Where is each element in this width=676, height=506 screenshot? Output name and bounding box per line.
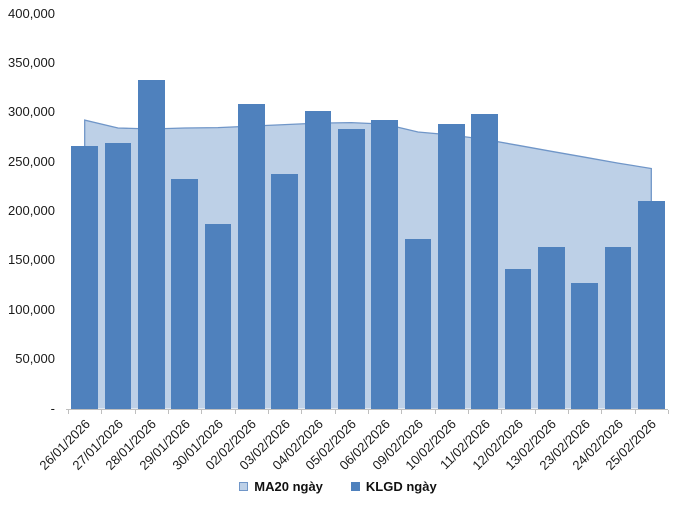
y-axis-tick-label: 50,000 [15, 351, 55, 367]
x-axis-tick [334, 410, 336, 414]
y-axis-tick-label: 200,000 [8, 203, 55, 218]
y-axis-tick-label: - [50, 400, 55, 416]
x-axis-tick [101, 410, 103, 414]
x-axis-tick [201, 410, 203, 414]
volume-bar [138, 79, 165, 409]
volume-bar [238, 103, 265, 409]
volume-bar [338, 129, 365, 409]
x-axis-tick [668, 410, 669, 414]
volume-bar [404, 238, 432, 409]
y-axis-tick-label: 250,000 [8, 153, 55, 169]
y-axis-tick-label: 400,000 [8, 5, 55, 21]
volume-bar [471, 114, 498, 409]
x-axis-tick [634, 410, 636, 414]
volume-bar [171, 179, 198, 409]
volume-bar [104, 143, 132, 409]
legend-item-ma20: MA20 ngày [239, 479, 323, 494]
x-axis-tick [234, 410, 236, 414]
volume-bar [71, 146, 98, 409]
volume-bar [638, 200, 665, 409]
volume-bar [538, 246, 565, 409]
x-axis-tick [401, 410, 403, 414]
x-axis-line [66, 409, 668, 410]
legend-label-klgd: KLGD ngày [365, 479, 437, 494]
klgd-legend-swatch-icon [350, 482, 360, 491]
volume-bar [504, 269, 532, 409]
y-axis-tick-label: 150,000 [8, 252, 55, 268]
volume-bar [438, 123, 465, 409]
volume-bar [371, 120, 398, 409]
volume-bar [204, 224, 232, 409]
x-axis-tick [134, 410, 136, 414]
ma20-legend-swatch-icon [239, 482, 249, 491]
x-axis-tick [434, 410, 436, 414]
volume-bar [604, 246, 632, 409]
x-axis-tick [468, 410, 469, 414]
x-axis-tick [501, 410, 503, 414]
volume-bar [304, 111, 332, 409]
volume-bar [271, 173, 298, 409]
x-axis-tick [68, 410, 69, 414]
y-axis-tick-label: 300,000 [8, 104, 55, 120]
x-axis-tick [534, 410, 536, 414]
y-axis-tick-label: 350,000 [8, 54, 55, 70]
x-axis-tick [568, 410, 569, 414]
legend-item-klgd: KLGD ngày [350, 479, 437, 494]
y-axis-tick-label: 100,000 [8, 301, 55, 317]
volume-bar [571, 282, 598, 409]
x-axis-tick [268, 410, 269, 414]
x-axis-tick [368, 410, 369, 414]
legend-label-ma20: MA20 ngày [254, 479, 323, 494]
x-axis-tick [601, 410, 603, 414]
x-axis-tick [168, 410, 169, 414]
x-axis-tick [301, 410, 303, 414]
chart-legend: MA20 ngày KLGD ngày [0, 479, 676, 494]
